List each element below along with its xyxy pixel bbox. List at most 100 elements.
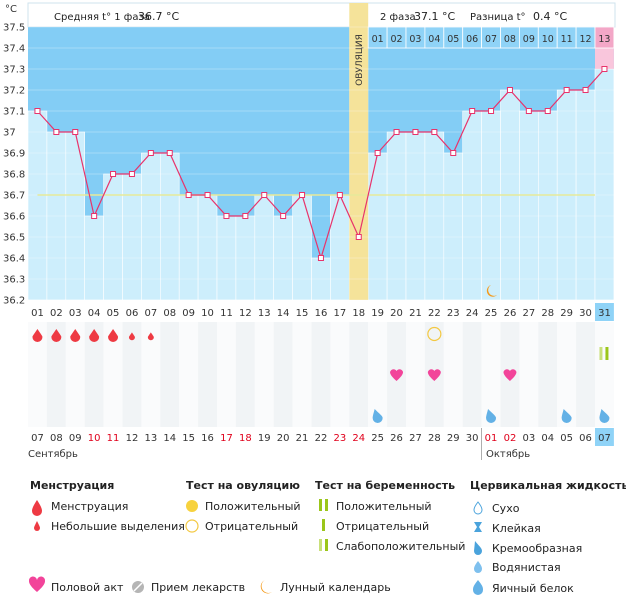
cycle-day-label: 20 bbox=[390, 308, 403, 319]
date-label: 23 bbox=[333, 433, 346, 444]
legend-menstruation-title: Менструация bbox=[30, 479, 114, 492]
menstruation-drop bbox=[89, 329, 100, 342]
cycle-day-label: 18 bbox=[352, 308, 365, 319]
temperature-point bbox=[53, 129, 60, 135]
temperature-bar bbox=[27, 110, 48, 301]
date-label: 29 bbox=[447, 433, 460, 444]
legend-cervical-creamy: Кремообразная bbox=[492, 542, 582, 555]
pregnancy-test-weak-a bbox=[599, 347, 603, 360]
marker-column bbox=[330, 322, 350, 427]
temperature-point bbox=[166, 150, 173, 156]
marker-column bbox=[28, 322, 47, 427]
temperature-point bbox=[582, 87, 589, 93]
temperature-point bbox=[242, 213, 249, 219]
temperature-point bbox=[147, 150, 154, 156]
temperature-point bbox=[72, 129, 79, 135]
y-tick-label: 36.7 bbox=[3, 191, 25, 202]
phase2-day-label: 07 bbox=[485, 34, 497, 45]
cycle-day-label: 24 bbox=[466, 308, 479, 319]
date-label: 11 bbox=[107, 433, 120, 444]
temperature-point bbox=[469, 108, 476, 114]
marker-column bbox=[254, 322, 274, 427]
ovulation-label: ОВУЛЯЦИЯ bbox=[355, 34, 365, 86]
date-label: 07 bbox=[598, 433, 611, 444]
temperature-bar bbox=[594, 68, 615, 301]
menstruation-drop bbox=[108, 329, 119, 342]
temperature-bar bbox=[481, 110, 501, 301]
cervical-creamy-icon bbox=[486, 409, 497, 423]
cycle-day-label: 28 bbox=[541, 308, 554, 319]
temperature-point bbox=[601, 66, 608, 72]
date-label: 05 bbox=[560, 433, 573, 444]
temperature-point bbox=[91, 213, 98, 219]
menstruation-drop bbox=[51, 329, 62, 342]
month-label-september: Сентябрь bbox=[28, 449, 78, 460]
marker-column bbox=[65, 322, 85, 427]
temperature-bar bbox=[178, 194, 199, 301]
heart-icon bbox=[28, 576, 46, 592]
light-spotting-drop bbox=[147, 332, 154, 341]
marker-column bbox=[46, 322, 66, 427]
legend-cervical-title: Цервикальная жидкость bbox=[470, 479, 626, 492]
temperature-bar bbox=[254, 194, 275, 301]
menstruation-drop bbox=[70, 329, 81, 342]
date-label: 20 bbox=[277, 433, 290, 444]
phase1-avg-value: 36.7 °C bbox=[138, 10, 179, 23]
marker-column bbox=[235, 322, 255, 427]
y-tick-label: 36.5 bbox=[3, 233, 25, 244]
temperature-bar bbox=[519, 110, 539, 301]
date-label: 27 bbox=[409, 433, 422, 444]
y-tick-label: 36.8 bbox=[3, 170, 25, 181]
temperature-point bbox=[412, 129, 419, 135]
small-drop-icon bbox=[34, 521, 40, 531]
cycle-day-label: 27 bbox=[522, 308, 535, 319]
marker-column bbox=[462, 322, 482, 427]
marker-rows: 01 02 03 04 05 06 07 08 09 10 11 12 13 14 15 16 17 18 19 20… bbox=[28, 303, 614, 460]
temperature-point bbox=[393, 129, 400, 135]
date-label: 13 bbox=[144, 433, 157, 444]
temperature-point bbox=[525, 108, 532, 114]
y-tick-label: 37.5 bbox=[3, 23, 25, 34]
date-label: 19 bbox=[258, 433, 271, 444]
phase2-day-label: 10 bbox=[542, 34, 554, 45]
temperature-bar bbox=[443, 152, 463, 301]
y-tick-label: 37.2 bbox=[3, 86, 25, 97]
phase2-day-cell bbox=[594, 26, 615, 49]
temperature-bar bbox=[462, 110, 482, 301]
marker-column bbox=[84, 322, 104, 427]
phase1-avg-label: Средняя t° 1 фаза bbox=[54, 12, 150, 23]
marker-column bbox=[311, 322, 331, 427]
pregnancy-positive-icon-a bbox=[319, 499, 322, 511]
temperature-bar bbox=[197, 194, 218, 301]
phase2-day-label: 01 bbox=[372, 34, 384, 45]
date-label: 04 bbox=[541, 433, 554, 444]
date-label: 03 bbox=[522, 433, 535, 444]
date-label: 17 bbox=[220, 433, 233, 444]
marker-column bbox=[179, 322, 199, 427]
month-label-october: Октябрь bbox=[486, 449, 530, 460]
cycle-day-label: 22 bbox=[428, 308, 441, 319]
cycle-day-label: 11 bbox=[220, 308, 233, 319]
legend-ovulation-positive: Положительный bbox=[205, 500, 301, 513]
unit-label: °C bbox=[5, 4, 17, 15]
drop-icon bbox=[32, 500, 42, 516]
temperature-point bbox=[204, 192, 211, 198]
y-tick-label: 36.6 bbox=[3, 212, 25, 223]
phase2-label: 2 фаза bbox=[380, 12, 416, 23]
legend-pregnancy-negative: Отрицательный bbox=[336, 520, 429, 533]
temperature-point bbox=[280, 213, 287, 219]
legend: Менструация Менструация Небольшие выделе… bbox=[28, 479, 626, 595]
cycle-day-label: 21 bbox=[409, 308, 422, 319]
legend-ovulation-title: Тест на овуляцию bbox=[186, 479, 300, 492]
cycle-day-label: 31 bbox=[598, 308, 611, 319]
intercourse-heart bbox=[427, 369, 441, 381]
legend-intercourse: Половой акт bbox=[51, 581, 124, 594]
temperature-point bbox=[34, 108, 41, 114]
plot-area: ОВУЛЯЦИЯ 37.5 37.4 37.3 37.2 37.1 37 36.9 36.8 36… bbox=[3, 3, 615, 307]
date-label: 28 bbox=[428, 433, 441, 444]
legend-menstruation-item: Менструация bbox=[51, 500, 128, 513]
phase2-day-label: 03 bbox=[409, 34, 421, 45]
date-label: 26 bbox=[390, 433, 403, 444]
date-label: 24 bbox=[352, 433, 365, 444]
